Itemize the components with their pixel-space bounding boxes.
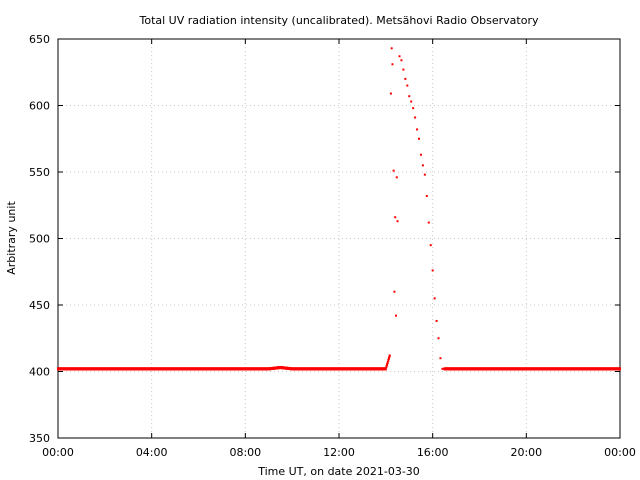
- data-point: [433, 297, 436, 300]
- data-point: [394, 314, 397, 317]
- data-point: [404, 77, 407, 80]
- data-point: [391, 63, 394, 66]
- y-tick-label: 600: [29, 100, 50, 113]
- data-point: [387, 358, 390, 362]
- x-tick-label: 00:00: [42, 446, 74, 459]
- chart-title: Total UV radiation intensity (uncalibrat…: [139, 14, 539, 27]
- data-point: [400, 59, 403, 62]
- x-tick-label: 08:00: [229, 446, 261, 459]
- data-point: [386, 363, 389, 367]
- data-point: [421, 164, 424, 167]
- data-point: [408, 95, 411, 98]
- y-tick-label: 450: [29, 299, 50, 312]
- data-point: [423, 173, 426, 176]
- axis-ticks: 00:00 04:00 08:00 12:00 16:00 20:00 00:0035040…: [29, 33, 636, 459]
- data-point: [393, 290, 396, 293]
- y-tick-label: 550: [29, 166, 50, 179]
- grid: [58, 39, 620, 438]
- data-point: [395, 176, 398, 179]
- data-point: [419, 153, 422, 156]
- x-tick-label: 20:00: [510, 446, 542, 459]
- data-point: [396, 220, 399, 223]
- y-axis-label: Arbitrary unit: [5, 201, 18, 275]
- data-point: [412, 107, 415, 110]
- data-point: [414, 116, 417, 119]
- data-point: [386, 360, 389, 364]
- data-point: [388, 354, 391, 357]
- data-point: [394, 216, 397, 219]
- x-tick-label: 00:00: [604, 446, 636, 459]
- data-point: [437, 337, 440, 340]
- data-point: [387, 356, 390, 360]
- data-point: [410, 100, 413, 103]
- data-point: [429, 244, 432, 247]
- data-point: [416, 128, 419, 131]
- data-point: [427, 221, 430, 224]
- data-point: [441, 367, 444, 370]
- data-point: [385, 365, 388, 369]
- x-tick-label: 04:00: [136, 446, 168, 459]
- data-point: [390, 47, 393, 50]
- data-point: [389, 92, 392, 95]
- data-point: [392, 169, 395, 172]
- data-point: [435, 319, 438, 322]
- data-point: [384, 367, 387, 371]
- x-axis-label: Time UT, on date 2021-03-30: [257, 465, 420, 478]
- y-tick-label: 400: [29, 366, 50, 379]
- data-point: [425, 194, 428, 197]
- x-tick-label: 16:00: [417, 446, 449, 459]
- data-point: [443, 367, 446, 370]
- data-point: [439, 357, 442, 360]
- x-tick-label: 12:00: [323, 446, 355, 459]
- data-point: [398, 55, 401, 58]
- y-tick-label: 350: [29, 432, 50, 445]
- data-point: [619, 367, 621, 371]
- y-tick-label: 650: [29, 33, 50, 46]
- data-points: [57, 47, 621, 371]
- data-point: [418, 137, 421, 140]
- data-point: [406, 84, 409, 87]
- data-point: [402, 68, 405, 71]
- y-tick-label: 500: [29, 233, 50, 246]
- data-point: [431, 269, 434, 272]
